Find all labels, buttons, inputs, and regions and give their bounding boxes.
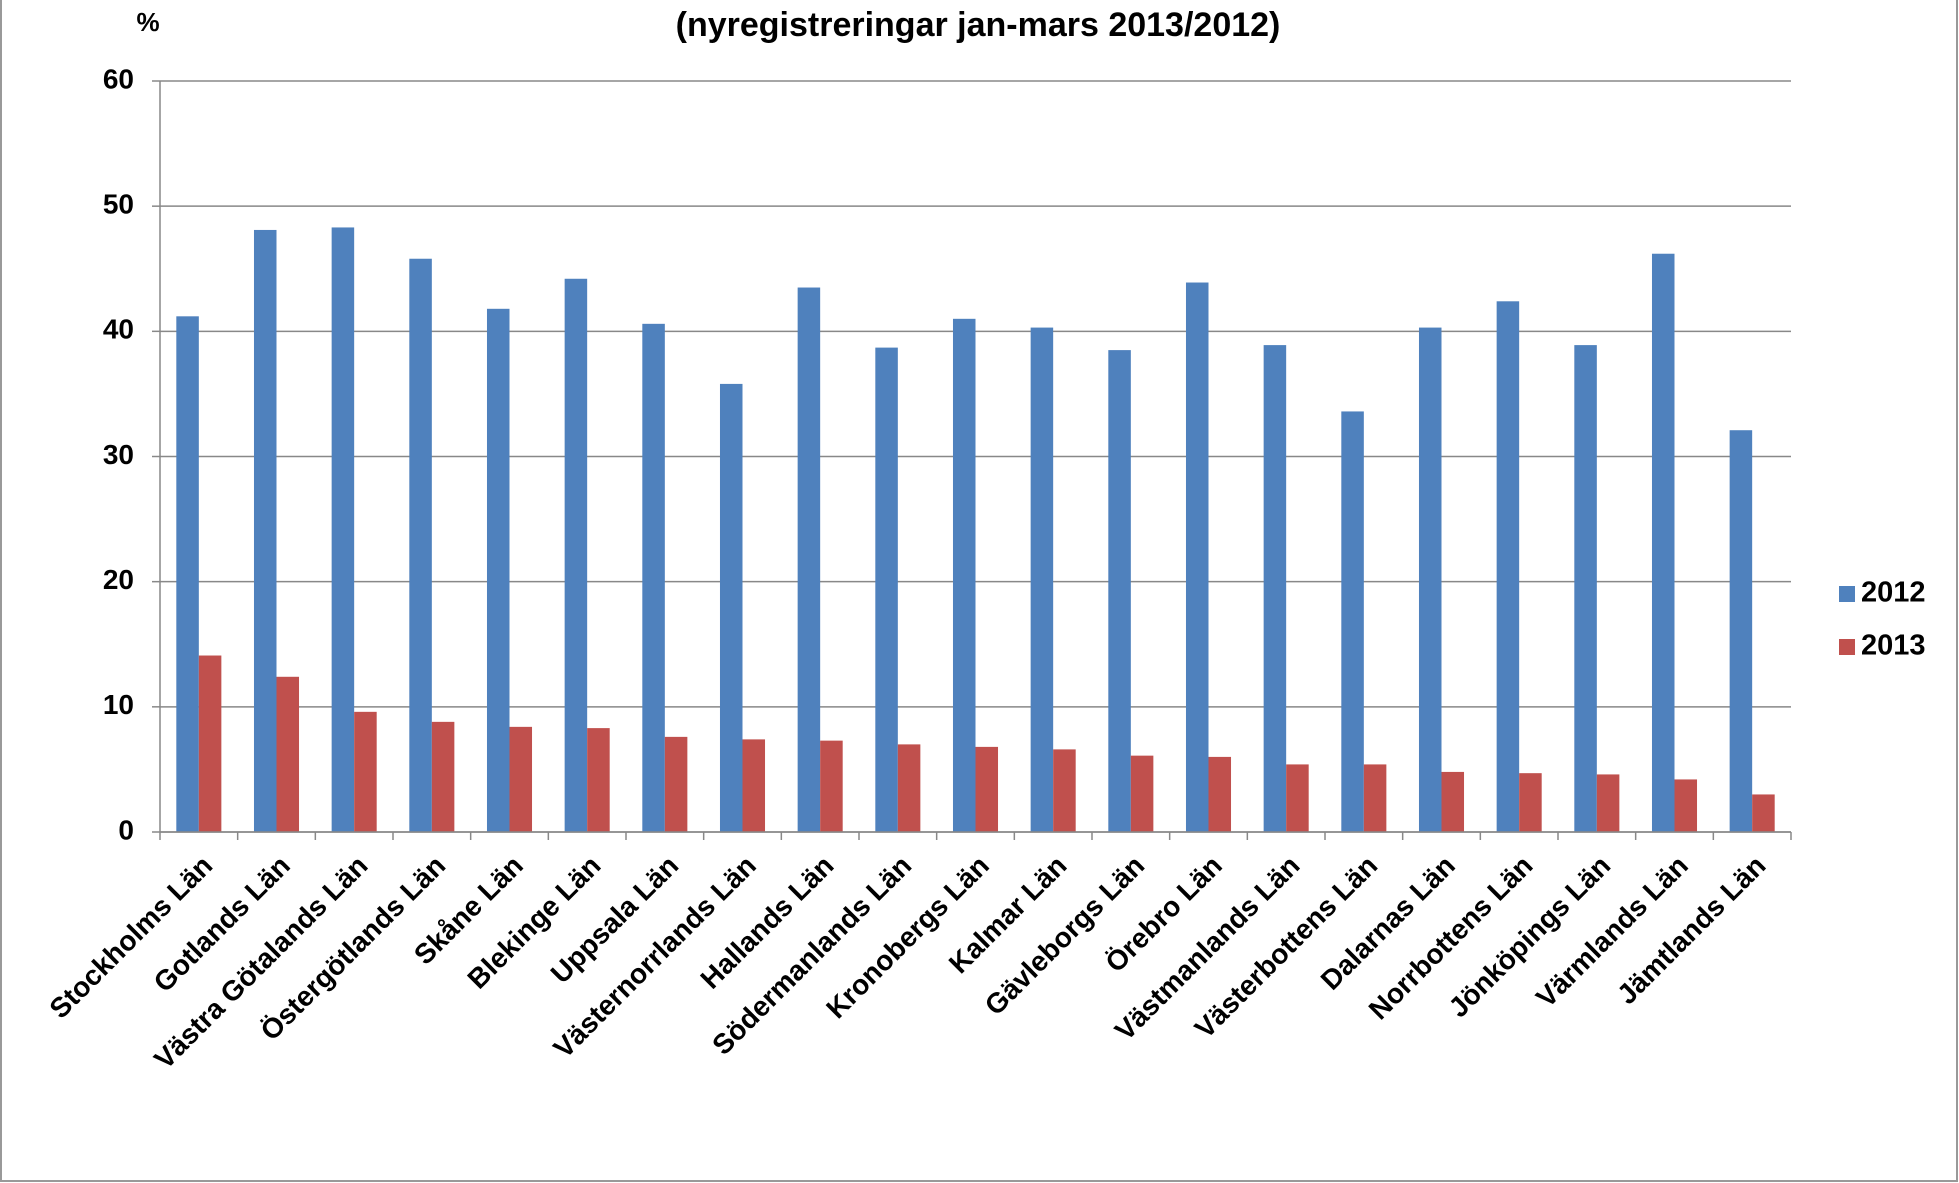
x-tick-label: Gotlands Län [148,850,296,998]
bar [719,383,743,832]
bar [897,744,921,832]
y-tick-label: 0 [118,814,134,845]
bar [1651,253,1675,833]
bar [1030,327,1054,832]
bar [1674,779,1698,832]
bar [176,316,199,832]
bar [1519,773,1542,832]
legend-label: 2013 [1861,630,1926,662]
bar [486,308,510,832]
bar [1263,345,1287,832]
chart-subtitle: (nyregistreringar jan-mars 2013/2012) [676,6,1281,44]
bar [1418,327,1442,832]
y-tick-label: 40 [103,314,134,345]
y-tick-label: 30 [103,439,134,470]
bar [1130,755,1154,832]
bar [1341,411,1364,832]
x-tick-label: Hallands Län [694,850,839,995]
bar [1752,794,1775,832]
bar [742,739,766,832]
x-tick-label: Blekinge Län [461,850,606,995]
bar [1574,345,1597,832]
legend-swatch [1839,639,1855,655]
x-tick-label: Dalarnas Län [1315,850,1461,996]
bar [1208,756,1232,832]
y-tick-label: 20 [103,564,134,595]
bar [1185,282,1209,833]
bar [587,728,610,832]
bar [198,655,222,832]
bar [1596,774,1620,832]
bar [564,278,588,833]
y-tick-label: 50 [103,189,134,220]
bar [409,258,432,832]
bar [1496,301,1520,832]
bar [975,746,999,832]
y-axis-label: % [136,7,159,37]
bar [253,229,277,832]
bar [1053,749,1076,832]
bar [642,323,665,832]
y-tick-label: 60 [103,63,134,94]
bar [875,347,898,832]
bar [664,736,688,832]
bar [354,711,377,832]
y-tick-label: 10 [103,689,134,720]
bar [1363,764,1387,832]
bar [1286,764,1309,832]
bar [431,721,455,832]
bar [331,227,355,832]
bar [1729,430,1753,832]
legend-label: 2012 [1861,577,1926,609]
bar [952,318,976,833]
bar [1441,771,1465,832]
bar [820,740,843,832]
bar [509,726,533,832]
legend-swatch [1839,586,1855,602]
bar [276,676,300,832]
bar [1108,350,1131,832]
bar [797,287,821,832]
